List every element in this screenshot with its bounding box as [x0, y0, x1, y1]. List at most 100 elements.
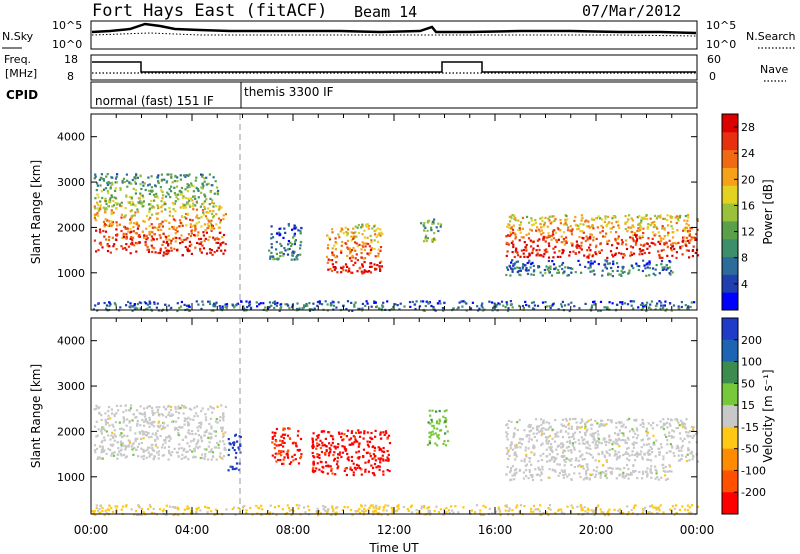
echo-pixel	[567, 432, 570, 435]
echo-pixel	[427, 301, 431, 304]
echo-pixel	[641, 472, 645, 475]
echo-pixel	[293, 250, 296, 253]
echo-pixel	[272, 236, 275, 239]
echo-pixel	[437, 229, 440, 233]
echo-pixel	[160, 178, 164, 181]
echo-pixel	[623, 254, 626, 257]
echo-pixel	[605, 472, 608, 475]
echo-pixel	[206, 217, 209, 220]
echo-pixel	[153, 455, 156, 458]
echo-pixel	[587, 419, 590, 422]
echo-pixel	[524, 464, 527, 467]
echo-pixel	[196, 234, 199, 237]
echo-pixel	[155, 238, 159, 241]
echo-pixel	[645, 443, 648, 446]
echo-pixel	[520, 249, 523, 252]
echo-pixel	[370, 241, 373, 244]
echo-pixel	[512, 263, 515, 266]
echo-pixel	[620, 425, 623, 428]
echo-pixel	[248, 300, 251, 303]
echo-pixel	[235, 467, 238, 470]
echo-pixel	[203, 200, 206, 203]
echo-pixel	[506, 438, 509, 441]
echo-pixel	[435, 226, 438, 229]
echo-pixel	[602, 235, 605, 238]
echo-pixel	[162, 405, 165, 408]
echo-pixel	[581, 465, 584, 468]
echo-pixel	[351, 235, 355, 239]
colorbar-swatch	[722, 185, 738, 204]
echo-pixel	[556, 453, 559, 456]
echo-pixel	[502, 304, 505, 307]
echo-pixel	[375, 235, 378, 239]
echo-pixel	[605, 460, 609, 463]
echo-pixel	[341, 451, 344, 454]
echo-pixel	[160, 413, 163, 416]
echo-pixel	[392, 305, 395, 309]
echo-pixel	[630, 230, 633, 234]
echo-pixel	[431, 420, 434, 423]
echo-pixel	[218, 205, 221, 208]
echo-pixel	[346, 452, 349, 455]
echo-pixel	[341, 228, 344, 231]
echo-pixel	[639, 228, 642, 231]
echo-pixel	[376, 240, 380, 243]
echo-pixel	[526, 434, 529, 437]
echo-pixel	[558, 463, 561, 466]
colorbar-tick-label: 4	[741, 278, 748, 291]
echo-pixel	[606, 256, 609, 259]
echo-pixel	[212, 214, 216, 218]
echo-pixel	[684, 427, 687, 430]
echo-pixel	[382, 458, 385, 461]
echo-pixel	[624, 215, 627, 218]
echo-pixel	[324, 453, 327, 456]
echo-pixel	[495, 303, 498, 306]
echo-pixel	[170, 414, 173, 417]
echo-pixel	[646, 217, 649, 221]
echo-pixel	[232, 443, 236, 446]
echo-pixel	[300, 227, 303, 230]
echo-pixel	[160, 206, 163, 209]
echo-pixel	[632, 436, 635, 439]
echo-pixel	[648, 267, 652, 270]
echo-pixel	[111, 223, 115, 226]
echo-pixel	[143, 407, 146, 410]
echo-pixel	[511, 251, 514, 254]
echo-pixel	[350, 239, 353, 242]
echo-pixel	[686, 219, 689, 222]
echo-pixel	[540, 254, 543, 257]
echo-pixel	[269, 504, 272, 507]
echo-pixel	[629, 245, 633, 248]
echo-pixel	[215, 213, 218, 216]
echo-pixel	[509, 274, 512, 277]
echo-pixel	[386, 437, 389, 440]
echo-pixel	[109, 197, 112, 200]
echo-pixel	[652, 506, 655, 509]
echo-pixel	[185, 224, 188, 227]
echo-pixel	[589, 262, 592, 265]
echo-pixel	[128, 222, 131, 225]
echo-pixel	[587, 225, 590, 228]
echo-pixel	[200, 251, 203, 254]
echo-pixel	[438, 420, 442, 423]
echo-pixel	[616, 456, 619, 459]
cpid-segment-normal: normal (fast) 151 IF	[95, 94, 214, 108]
echo-pixel	[648, 263, 651, 266]
echo-pixel	[222, 415, 225, 418]
echo-pixel	[334, 267, 337, 270]
echo-pixel	[590, 306, 593, 309]
echo-pixel	[115, 510, 118, 513]
echo-pixel	[195, 216, 198, 219]
echo-pixel	[163, 178, 166, 181]
echo-pixel	[332, 508, 335, 511]
echo-pixel	[102, 450, 105, 453]
echo-pixel	[312, 455, 315, 458]
echo-pixel	[351, 254, 354, 257]
echo-pixel	[158, 406, 161, 409]
echo-pixel	[628, 214, 631, 217]
echo-pixel	[141, 507, 144, 511]
echo-pixel	[224, 213, 227, 216]
echo-pixel	[670, 220, 673, 223]
echo-pixel	[592, 469, 595, 472]
echo-pixel	[208, 422, 211, 426]
